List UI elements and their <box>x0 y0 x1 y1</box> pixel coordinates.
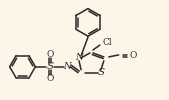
Text: O: O <box>130 51 137 60</box>
Text: S: S <box>47 62 54 71</box>
Text: N: N <box>63 62 71 71</box>
Text: Cl: Cl <box>103 38 113 47</box>
Text: O: O <box>47 74 54 83</box>
Text: O: O <box>47 50 54 59</box>
Text: S: S <box>97 68 104 77</box>
Text: N: N <box>75 53 83 62</box>
